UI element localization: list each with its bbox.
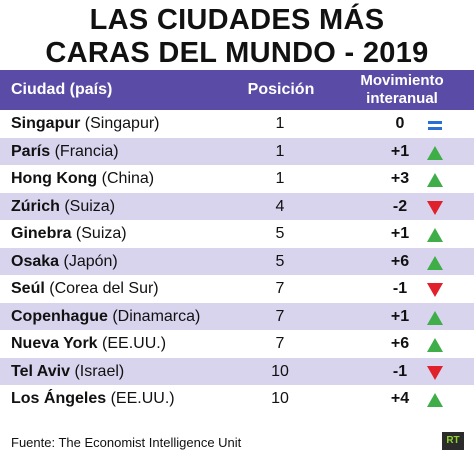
equal-icon: [428, 121, 442, 130]
city-name: Ginebra: [11, 225, 72, 242]
city-name: Hong Kong: [11, 170, 98, 187]
table-body: Singapur (Singapur) 1 0 París (Francia) 1 +1 H…: [0, 110, 474, 413]
table-row: Nueva York (EE.UU.) 7 +6: [0, 330, 474, 358]
triangle-up-icon: [427, 310, 443, 325]
country-name: (EE.UU.): [102, 335, 167, 352]
city-name: Tel Aviv: [11, 362, 70, 380]
change-cell: -1: [392, 280, 408, 297]
triangle-down-icon: [427, 200, 443, 215]
country-name: (Suiza): [75, 225, 127, 242]
triangle-up-icon: [427, 255, 443, 270]
table-row: París (Francia) 1 +1: [0, 137, 474, 165]
country-name: (Corea del Sur): [49, 280, 159, 297]
table-row: Singapur (Singapur) 1 0: [0, 110, 474, 138]
city-cell: Tel Aviv (Israel): [11, 363, 124, 381]
triangle-up-icon: [427, 338, 443, 352]
city-cell: Osaka (Japón): [11, 253, 118, 271]
city-cell: Hong Kong (China): [11, 170, 154, 188]
change-cell: +6: [390, 335, 410, 352]
city-cell: París (Francia): [11, 143, 119, 161]
city-name: Seúl: [11, 280, 45, 297]
header-movement-line-2: interanual: [366, 90, 438, 107]
table-row: Hong Kong (China) 1 +3: [0, 165, 474, 193]
country-name: (Israel): [74, 362, 125, 380]
country-name: (China): [101, 170, 155, 187]
country-name: (Japón): [63, 252, 118, 270]
triangle-up-icon: [427, 393, 443, 407]
country-name: (Suiza): [64, 197, 116, 215]
table-header: Ciudad (país) Posición Movimiento intera…: [0, 70, 474, 110]
city-name: Singapur: [11, 115, 81, 132]
header-city: Ciudad (país): [11, 81, 113, 98]
change-cell: +1: [390, 307, 410, 325]
position-cell: 5: [275, 225, 285, 242]
triangle-down-icon: [427, 365, 443, 380]
source-note: Fuente: The Economist Intelligence Unit: [11, 435, 242, 450]
triangle-up-icon: [427, 228, 443, 242]
header-position: Posición: [247, 81, 315, 98]
table-row: Ginebra (Suiza) 5 +1: [0, 220, 474, 248]
position-cell: 4: [275, 197, 285, 215]
city-cell: Los Ángeles (EE.UU.): [11, 390, 175, 408]
country-name: (EE.UU.): [110, 390, 175, 407]
change-cell: +3: [390, 170, 410, 187]
header-movement: Movimiento interanual: [334, 72, 470, 108]
position-cell: 7: [275, 307, 285, 325]
title-line-1: LAS CIUDADES MÁS: [89, 4, 385, 36]
city-cell: Copenhague (Dinamarca): [11, 308, 200, 326]
city-name: Nueva York: [11, 335, 98, 352]
city-cell: Seúl (Corea del Sur): [11, 280, 159, 298]
header-movement-line-1: Movimiento: [360, 72, 444, 89]
country-name: (Singapur): [84, 115, 160, 132]
change-cell: -1: [392, 362, 408, 380]
country-name: (Francia): [54, 142, 119, 160]
country-name: (Dinamarca): [112, 307, 201, 325]
title-line-2: CARAS DEL MUNDO - 2019: [45, 37, 429, 69]
position-cell: 10: [271, 390, 289, 407]
position-cell: 7: [275, 335, 285, 352]
position-cell: 1: [275, 170, 285, 187]
change-cell: +6: [390, 252, 410, 270]
triangle-up-icon: [427, 145, 443, 160]
table-row: Osaka (Japón) 5 +6: [0, 247, 474, 275]
change-cell: -2: [392, 197, 408, 215]
city-name: Zúrich: [11, 197, 60, 215]
table-row: Seúl (Corea del Sur) 7 -1: [0, 275, 474, 303]
position-cell: 1: [275, 115, 285, 132]
table-row: Los Ángeles (EE.UU.) 10 +4: [0, 385, 474, 413]
city-name: Los Ángeles: [11, 390, 107, 407]
table-row: Copenhague (Dinamarca) 7 +1: [0, 302, 474, 330]
city-cell: Zúrich (Suiza): [11, 198, 115, 216]
table-row: Zúrich (Suiza) 4 -2: [0, 192, 474, 220]
position-cell: 10: [271, 362, 289, 380]
city-cell: Nueva York (EE.UU.): [11, 335, 166, 353]
position-cell: 1: [275, 142, 285, 160]
change-cell: 0: [395, 115, 405, 132]
triangle-down-icon: [427, 283, 443, 297]
change-cell: +1: [390, 225, 410, 242]
rt-logo: RT: [442, 432, 464, 450]
position-cell: 5: [275, 252, 285, 270]
table-row: Tel Aviv (Israel) 10 -1: [0, 357, 474, 385]
city-name: Osaka: [11, 252, 60, 270]
change-cell: +4: [390, 390, 410, 407]
city-name: Copenhague: [11, 307, 108, 325]
change-cell: +1: [390, 142, 410, 160]
triangle-up-icon: [427, 173, 443, 187]
page-title: LAS CIUDADES MÁS CARAS DEL MUNDO - 2019: [0, 4, 474, 70]
city-cell: Ginebra (Suiza): [11, 225, 127, 243]
city-cell: Singapur (Singapur): [11, 115, 160, 133]
city-name: París: [11, 142, 51, 160]
position-cell: 7: [275, 280, 285, 297]
